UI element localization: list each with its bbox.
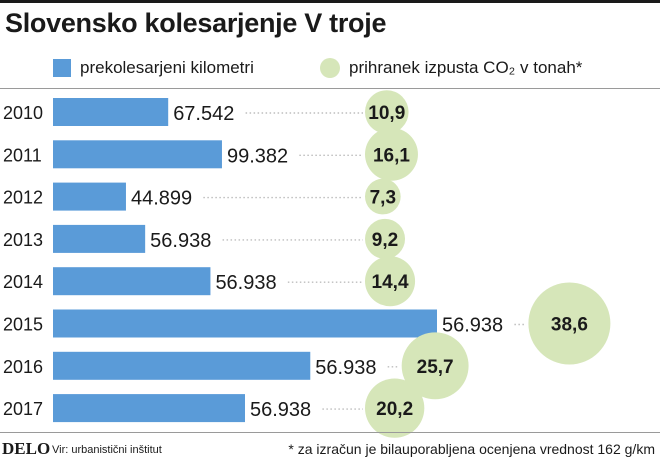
top-rule xyxy=(0,0,660,3)
km-value-2012: 44.899 xyxy=(131,188,192,210)
source-note: Vir: urbanistični inštitut xyxy=(52,444,162,456)
year-label-2014: 2014 xyxy=(3,272,43,292)
year-label-2015: 2015 xyxy=(3,315,43,335)
legend-co2-label: prihranek izpusta CO₂ v tonah* xyxy=(349,58,583,77)
co2-bubble-2010 xyxy=(365,90,409,134)
km-value-2016: 56.938 xyxy=(315,357,376,379)
publisher-logo: DELO xyxy=(2,439,51,458)
co2-value-2012: 7,3 xyxy=(370,188,396,209)
legend-km-label: prekolesarjeni kilometri xyxy=(80,58,254,77)
km-value-2013: 56.938 xyxy=(150,230,211,252)
co2-value-2017: 20,2 xyxy=(376,399,413,420)
km-value-2014: 56.938 xyxy=(215,272,276,294)
km-value-2011: 99.382 xyxy=(227,145,288,167)
co2-value-2016: 25,7 xyxy=(417,357,454,378)
footer-divider xyxy=(0,432,660,433)
co2-bubble-2014 xyxy=(365,256,416,307)
km-bar-2012 xyxy=(53,182,126,211)
year-label-2013: 2013 xyxy=(3,230,43,250)
year-label-2010: 2010 xyxy=(3,103,43,123)
km-bar-2011 xyxy=(53,140,222,169)
co2-bubble-2013 xyxy=(365,218,406,259)
year-label-2011: 2011 xyxy=(3,145,42,165)
legend-bar-swatch xyxy=(53,59,71,77)
co2-bubble-2017 xyxy=(365,378,425,438)
legend-bubble-swatch xyxy=(320,58,340,78)
legend-divider xyxy=(0,88,660,89)
co2-bubble-2011 xyxy=(365,127,418,181)
km-bar-2014 xyxy=(53,267,211,296)
km-value-2010: 67.542 xyxy=(173,103,234,125)
km-bar-2015 xyxy=(53,309,437,338)
co2-value-2011: 16,1 xyxy=(373,145,410,166)
km-bar-2013 xyxy=(53,224,146,253)
legend-item-km: prekolesarjeni kilometri xyxy=(53,57,254,79)
co2-bubble-2016 xyxy=(401,332,469,400)
co2-bubble-2012 xyxy=(365,178,401,215)
co2-value-2015: 38,6 xyxy=(551,315,588,336)
km-value-2017: 56.938 xyxy=(250,399,311,421)
year-label-2016: 2016 xyxy=(3,357,43,377)
footnote: * za izračun je bilauporabljena ocenjena… xyxy=(288,441,655,457)
km-bar-2017 xyxy=(53,394,245,423)
co2-bubble-2015 xyxy=(528,282,611,365)
co2-value-2013: 9,2 xyxy=(372,230,398,251)
km-bar-2010 xyxy=(53,98,169,126)
co2-value-2010: 10,9 xyxy=(368,103,405,124)
co2-value-2014: 14,4 xyxy=(372,272,409,293)
year-label-2017: 2017 xyxy=(3,399,43,419)
chart-title: Slovensko kolesarjenje V troje xyxy=(5,8,387,38)
year-label-2012: 2012 xyxy=(3,188,43,208)
km-value-2015: 56.938 xyxy=(442,315,503,337)
legend-item-co2: prihranek izpusta CO₂ v tonah* xyxy=(320,57,582,79)
km-bar-2016 xyxy=(53,351,311,380)
